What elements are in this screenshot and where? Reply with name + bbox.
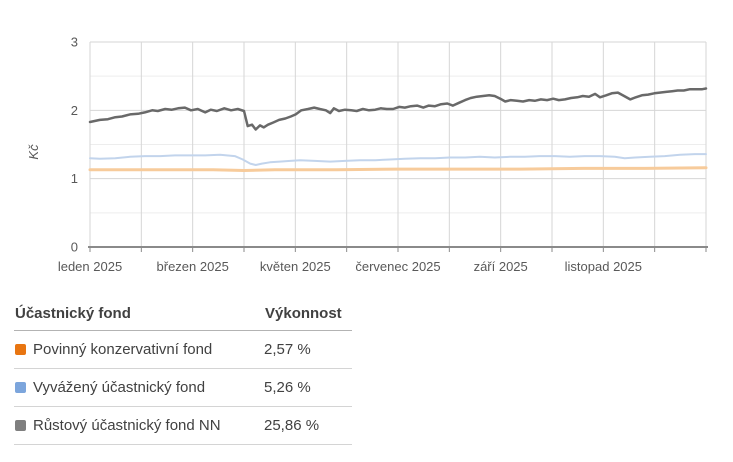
fund-name: Růstový účastnický fond NN xyxy=(33,417,221,434)
x-tick-label: listopad 2025 xyxy=(565,259,642,274)
performance-chart[interactable]: 0 1 2 3 leden 2025 březen 2025 květen 2025 červ… xyxy=(0,0,733,292)
x-tick-label: květen 2025 xyxy=(260,259,331,274)
table-row: Povinný konzervativní fond 2,57 % xyxy=(14,331,352,369)
series-line-0[interactable] xyxy=(88,166,708,172)
fund-performance-value: 25,86 % xyxy=(264,417,320,434)
fund-name: Vyvážený účastnický fond xyxy=(33,379,206,396)
column-header-fund: Účastnický fond xyxy=(15,304,131,322)
x-tick-label: leden 2025 xyxy=(58,259,122,274)
x-tick-label: září 2025 xyxy=(474,259,528,274)
fund-performance-value: 2,57 % xyxy=(264,341,311,358)
series-swatch-conservative xyxy=(15,344,26,355)
series-line-1[interactable] xyxy=(89,153,707,166)
fund-performance-value: 5,26 % xyxy=(264,379,311,396)
fund-table: Účastnický fond Výkonnost Povinný konzer… xyxy=(14,296,352,445)
x-tick-label: červenec 2025 xyxy=(355,259,440,274)
chart-area: 0 1 2 3 leden 2025 březen 2025 květen 2025 červ… xyxy=(0,0,733,292)
series-line-2[interactable] xyxy=(88,87,708,131)
fund-name: Povinný konzervativní fond xyxy=(33,341,213,358)
x-tick-label: březen 2025 xyxy=(157,259,229,274)
column-header-performance: Výkonnost xyxy=(265,304,342,322)
series-swatch-growth xyxy=(15,420,26,431)
series-swatch-balanced xyxy=(15,382,26,393)
y-tick-label: 3 xyxy=(71,35,78,50)
fund-table-header: Účastnický fond Výkonnost xyxy=(14,296,352,331)
y-axis-title: Kč xyxy=(26,144,41,160)
y-tick-label: 2 xyxy=(71,103,78,118)
table-row: Růstový účastnický fond NN 25,86 % xyxy=(14,407,352,445)
y-tick-label: 0 xyxy=(71,240,78,255)
y-tick-label: 1 xyxy=(71,171,78,186)
table-row: Vyvážený účastnický fond 5,26 % xyxy=(14,369,352,407)
